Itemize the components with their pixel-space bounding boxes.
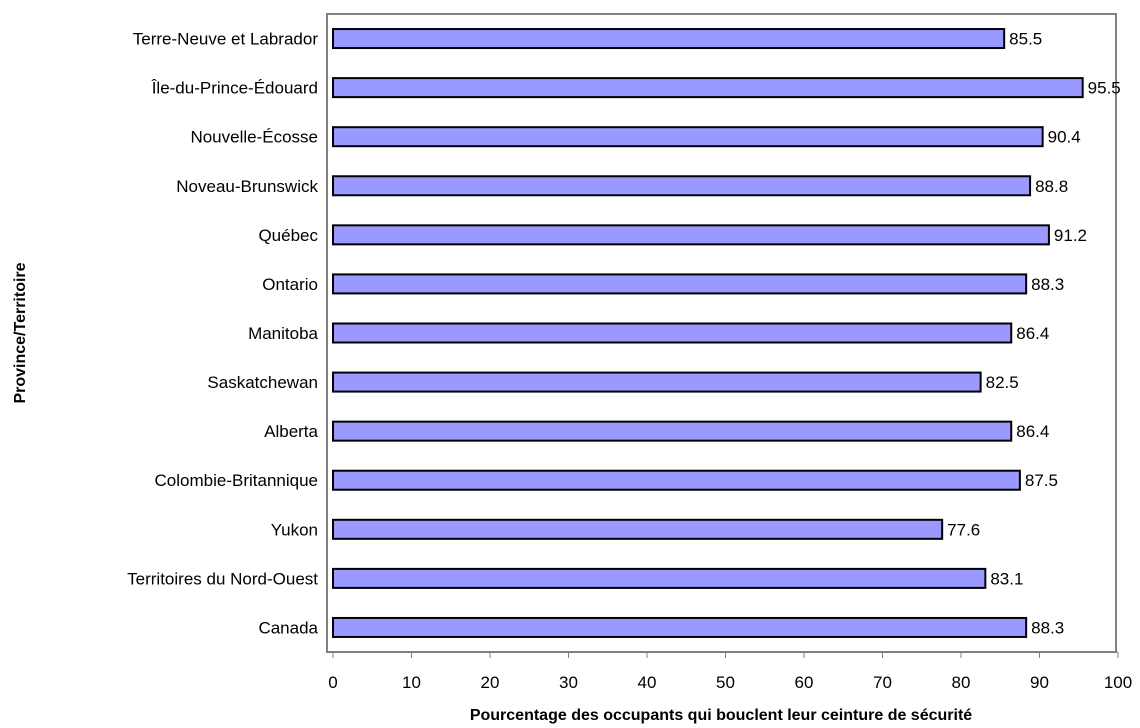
value-label: 88.3 (1031, 275, 1064, 294)
bar (332, 28, 1006, 50)
x-tick-label: 40 (638, 673, 657, 692)
bar (332, 77, 1084, 99)
bar (332, 518, 944, 540)
x-tick-label: 20 (481, 673, 500, 692)
category-label: Territoires du Nord-Ouest (127, 569, 318, 588)
y-axis-title: Province/Territoire (12, 262, 29, 403)
category-label: Alberta (264, 422, 318, 441)
category-label: Colombie-Britannique (155, 471, 318, 490)
value-label: 77.6 (947, 520, 980, 539)
value-label: 87.5 (1025, 471, 1058, 490)
value-label: 86.4 (1016, 422, 1049, 441)
bar (332, 616, 1028, 638)
category-label: Terre-Neuve et Labrador (133, 30, 319, 49)
x-tick-label: 30 (559, 673, 578, 692)
value-label: 88.3 (1031, 618, 1064, 637)
value-label: 86.4 (1016, 324, 1049, 343)
bar (332, 371, 982, 393)
x-tick-label: 100 (1104, 673, 1132, 692)
bar (332, 126, 1044, 148)
bar (332, 469, 1021, 491)
bar (332, 273, 1028, 295)
category-label: Manitoba (248, 324, 318, 343)
category-label: Québec (258, 226, 318, 245)
category-label: Nouvelle-Écosse (190, 128, 318, 147)
x-tick-label: 50 (716, 673, 735, 692)
labels-layer: Terre-Neuve et Labrador 85.5 Île-du-Prince… (127, 30, 1121, 638)
bar (332, 322, 1013, 344)
category-label: Yukon (271, 520, 318, 539)
bars-layer (332, 28, 1084, 638)
bar (332, 224, 1050, 246)
category-label: Canada (258, 618, 318, 637)
value-label: 91.2 (1054, 226, 1087, 245)
bar (332, 420, 1013, 442)
x-tick-label: 90 (1030, 673, 1049, 692)
category-label: Noveau-Brunswick (176, 177, 318, 196)
value-label: 90.4 (1048, 128, 1081, 147)
value-label: 95.5 (1088, 79, 1121, 98)
category-label: Saskatchewan (207, 373, 318, 392)
bar (332, 567, 987, 589)
value-label: 85.5 (1009, 30, 1042, 49)
category-label: Ontario (262, 275, 318, 294)
bar (332, 175, 1032, 197)
x-tick-label: 0 (328, 673, 337, 692)
x-tick-label: 10 (402, 673, 421, 692)
category-label: Île-du-Prince-Édouard (151, 79, 318, 98)
value-label: 88.8 (1035, 177, 1068, 196)
x-tick-label: 80 (952, 673, 971, 692)
value-label: 83.1 (990, 569, 1023, 588)
value-label: 82.5 (986, 373, 1019, 392)
x-tick-label: 60 (795, 673, 814, 692)
x-tick-label: 70 (873, 673, 892, 692)
x-axis: 0 10 20 30 40 50 60 70 80 90 100 (328, 651, 1132, 692)
x-axis-title: Pourcentage des occupants qui bouclent l… (470, 707, 972, 724)
